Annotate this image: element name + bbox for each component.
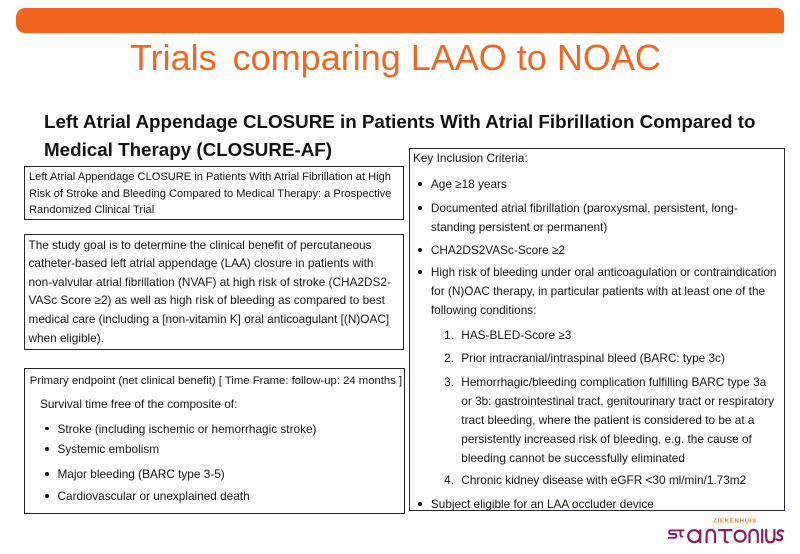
svg-text:ZIEKENHUIS: ZIEKENHUIS: [713, 519, 757, 525]
